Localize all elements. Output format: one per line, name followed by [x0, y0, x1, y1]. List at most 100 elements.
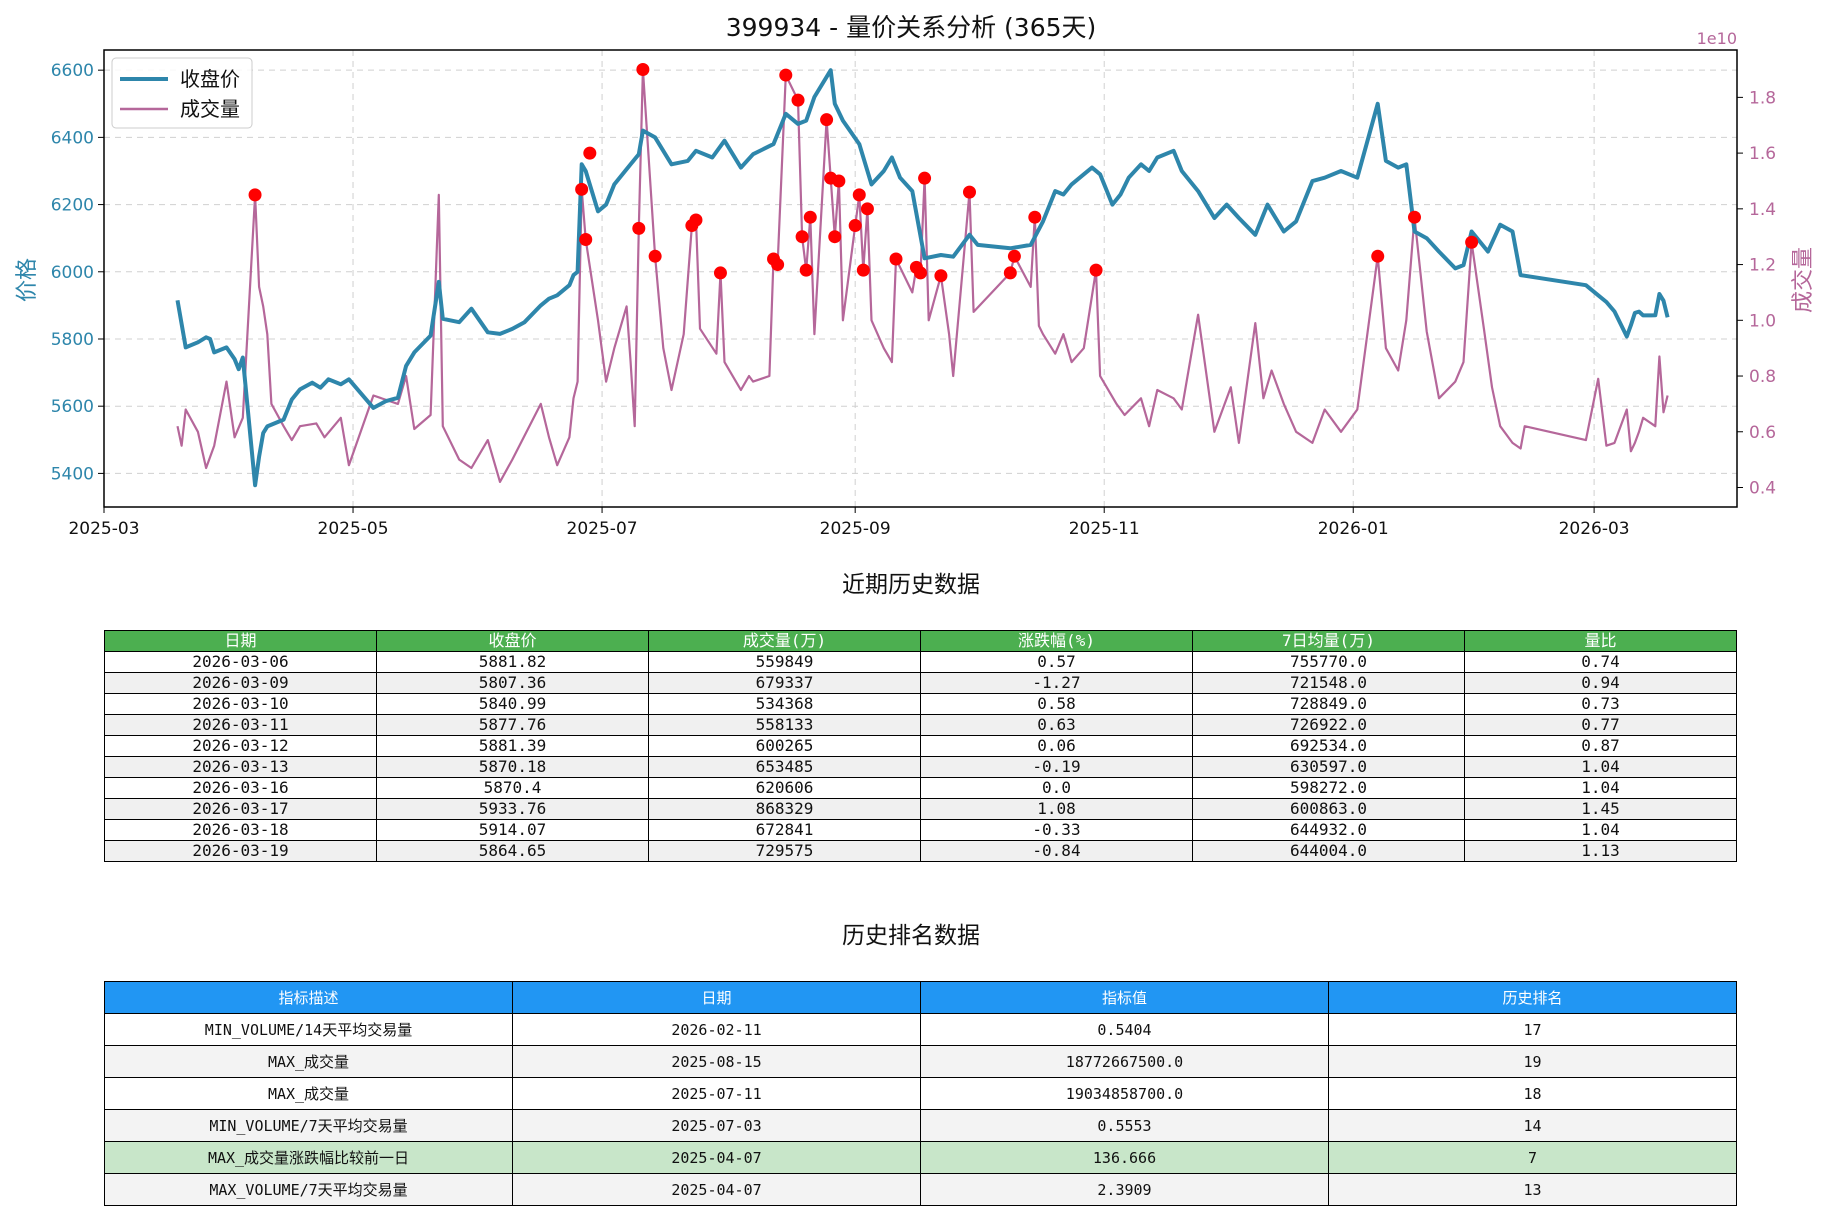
table-cell: 5840.99: [376, 693, 649, 715]
volume-spike-marker: [689, 213, 703, 227]
volume-spike-marker: [648, 249, 662, 263]
table-row: 2026-03-10 5840.99 534368 0.58 728849.0 0.73: [104, 693, 1737, 715]
x-tick-label: 2025-09: [820, 519, 891, 539]
table-cell: -0.19: [920, 756, 1193, 778]
volume-spike-marker: [795, 230, 809, 244]
table-cell: MIN_VOLUME/14天平均交易量: [104, 1013, 513, 1046]
column-header: 成交量(万): [648, 630, 921, 652]
volume-spike-marker: [1003, 266, 1017, 280]
column-header: 7日均量(万): [1192, 630, 1465, 652]
volume-spike-marker: [820, 113, 834, 127]
table-cell: 1.45: [1464, 798, 1737, 820]
price-volume-chart: 399934 - 量价关系分析 (365天) 2025-03 2025-05 202…: [15, 13, 1816, 539]
table-row: 2026-03-12 5881.39 600265 0.06 692534.0 0.87: [104, 735, 1737, 757]
table-cell: 5914.07: [376, 819, 649, 841]
legend-volume-label: 成交量: [180, 97, 240, 121]
y-axis-label: 价格: [15, 258, 40, 302]
table-header-row: 日期 收盘价 成交量(万) 涨跌幅(%) 7日均量(万) 量比: [104, 630, 1737, 652]
table-cell: 2026-03-13: [104, 756, 377, 778]
table-cell: 2026-03-10: [104, 693, 377, 715]
table-cell: 2026-03-09: [104, 672, 377, 694]
table-row: 2026-03-13 5870.18 653485 -0.19 630597.0 1.04: [104, 756, 1737, 778]
table-cell: 1.04: [1464, 777, 1737, 799]
table-cell: 600265: [648, 735, 921, 757]
x-tick-label: 2026-03: [1559, 519, 1630, 539]
table-row: MAX_成交量 2025-08-15 18772667500.0 19: [104, 1045, 1737, 1078]
axes: 2025-03 2025-05 2025-07 2025-09 2025-11 2026-…: [51, 61, 1776, 539]
table-cell: 600863.0: [1192, 798, 1465, 820]
column-header: 涨跌幅(%): [920, 630, 1193, 652]
table-cell: 0.58: [920, 693, 1193, 715]
table-cell: 0.57: [920, 651, 1193, 673]
table-cell: 19: [1328, 1045, 1737, 1078]
table-cell: 2025-07-11: [512, 1077, 921, 1110]
table-row: MAX_成交量 2025-07-11 19034858700.0 18: [104, 1077, 1737, 1110]
table-cell: 5933.76: [376, 798, 649, 820]
table-cell: 0.94: [1464, 672, 1737, 694]
table-cell: 2025-08-15: [512, 1045, 921, 1078]
table-cell: 2026-02-11: [512, 1013, 921, 1046]
table-cell: 559849: [648, 651, 921, 673]
table-cell: 13: [1328, 1173, 1737, 1206]
volume-spike-marker: [856, 263, 870, 277]
table-cell: -0.33: [920, 819, 1193, 841]
table-cell: 7: [1328, 1141, 1737, 1174]
table-cell: 0.77: [1464, 714, 1737, 736]
table-cell: 17: [1328, 1013, 1737, 1046]
table-cell: 0.06: [920, 735, 1193, 757]
table-cell: 868329: [648, 798, 921, 820]
volume-spike-marker: [1028, 210, 1042, 224]
table-row: 2026-03-17 5933.76 868329 1.08 600863.0 1.45: [104, 798, 1737, 820]
table-cell: 755770.0: [1192, 651, 1465, 673]
table-cell: 18772667500.0: [920, 1045, 1329, 1078]
table-row: 2026-03-11 5877.76 558133 0.63 726922.0 0.77: [104, 714, 1737, 736]
volume-spike-marker: [803, 210, 817, 224]
y-tick-label: 5400: [51, 464, 94, 484]
volume-spike-marker: [934, 269, 948, 283]
table-cell: 14: [1328, 1109, 1737, 1142]
table-cell: 5877.76: [376, 714, 649, 736]
y-tick-label: 5800: [51, 330, 94, 350]
volume-spike-marker: [636, 63, 650, 77]
table-cell: 726922.0: [1192, 714, 1465, 736]
table-cell: 2025-07-03: [512, 1109, 921, 1142]
table-row: MAX_成交量涨跌幅比较前一日 2025-04-07 136.666 7: [104, 1141, 1737, 1174]
table-cell: 672841: [648, 819, 921, 841]
table-cell: 1.08: [920, 798, 1193, 820]
legend-price-label: 收盘价: [180, 67, 240, 91]
volume-spike-marker: [852, 188, 866, 202]
table-cell: 0.5553: [920, 1109, 1329, 1142]
rank-section-title: 历史排名数据: [842, 923, 980, 949]
table-cell: 729575: [648, 840, 921, 862]
y2-axis-label: 成交量: [1791, 247, 1816, 313]
table-cell: 5881.39: [376, 735, 649, 757]
table-row: 2026-03-06 5881.82 559849 0.57 755770.0 0.74: [104, 651, 1737, 673]
chart-title: 399934 - 量价关系分析 (365天): [726, 13, 1097, 42]
table-cell: -0.84: [920, 840, 1193, 862]
volume-spike-marker: [1407, 210, 1421, 224]
table-cell: 644932.0: [1192, 819, 1465, 841]
table-cell: 644004.0: [1192, 840, 1465, 862]
table-row: MAX_VOLUME/7天平均交易量 2025-04-07 2.3909 13: [104, 1173, 1737, 1206]
table-cell: 620606: [648, 777, 921, 799]
y-tick-label: 6600: [51, 61, 94, 81]
column-header: 指标描述: [104, 981, 513, 1014]
table-cell: 5864.65: [376, 840, 649, 862]
column-header: 历史排名: [1328, 981, 1737, 1014]
volume-spike-marker: [1465, 235, 1479, 249]
table-cell: 1.04: [1464, 819, 1737, 841]
volume-spike-marker: [848, 219, 862, 233]
column-header: 日期: [104, 630, 377, 652]
y-tick-label: 6200: [51, 196, 94, 216]
table-cell: MIN_VOLUME/7天平均交易量: [104, 1109, 513, 1142]
y2-tick-label: 0.4: [1749, 478, 1776, 498]
volume-spike-marker: [248, 188, 262, 202]
volume-spike-markers: [248, 63, 1479, 283]
table-cell: 19034858700.0: [920, 1077, 1329, 1110]
volume-spike-marker: [1089, 263, 1103, 277]
volume-spike-marker: [799, 263, 813, 277]
column-header: 日期: [512, 981, 921, 1014]
table-cell: 598272.0: [1192, 777, 1465, 799]
table-cell: 2026-03-18: [104, 819, 377, 841]
table-cell: 0.87: [1464, 735, 1737, 757]
